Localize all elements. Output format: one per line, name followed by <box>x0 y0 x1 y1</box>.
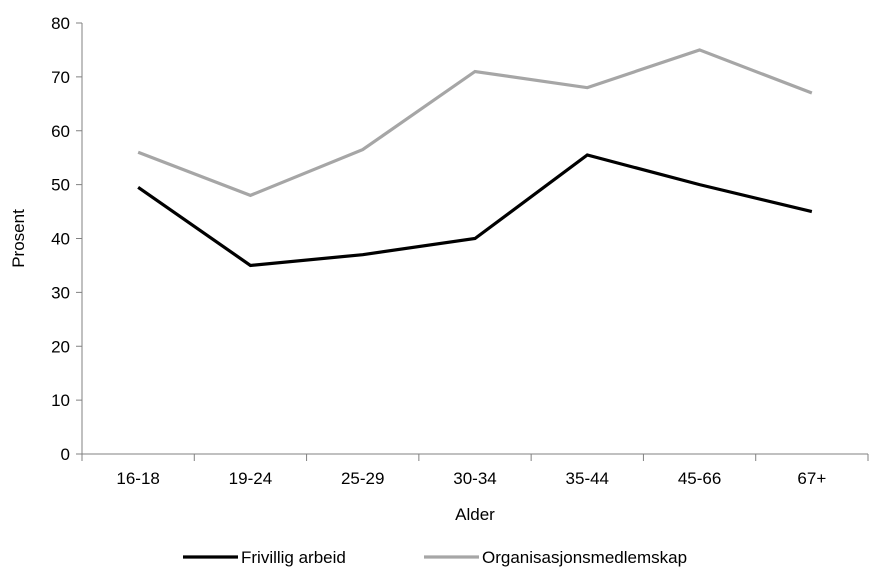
x-axis-label: Alder <box>455 505 495 524</box>
x-axis-ticks: 16-18 19-24 25-29 30-34 35-44 45-66 67+ <box>81 454 869 488</box>
series-layer <box>137 48 813 268</box>
x-tick-label: 45-66 <box>678 469 721 488</box>
x-tick-label: 16-18 <box>116 469 159 488</box>
series-line-organisasjonsmedlemskap <box>137 48 813 198</box>
y-tick-label: 10 <box>51 391 70 410</box>
y-tick-label: 0 <box>61 445 70 464</box>
y-tick-label: 60 <box>51 122 70 141</box>
y-tick-label: 30 <box>51 283 70 302</box>
y-axis-label: Prosent <box>9 209 28 268</box>
y-tick-label: 80 <box>51 14 70 33</box>
y-tick-label: 50 <box>51 176 70 195</box>
legend: Frivillig arbeid Organisasjonsmedlemskap <box>183 548 687 567</box>
series-line-frivillig-arbeid <box>137 153 813 268</box>
legend-label: Frivillig arbeid <box>241 548 346 567</box>
y-tick-label: 40 <box>51 230 70 249</box>
y-tick-label: 70 <box>51 68 70 87</box>
x-tick-label: 35-44 <box>566 469 609 488</box>
y-axis-ticks: 0 10 20 30 40 50 60 70 80 <box>51 14 82 464</box>
y-tick-label: 20 <box>51 337 70 356</box>
x-tick-label: 19-24 <box>229 469 272 488</box>
x-tick-label: 67+ <box>797 469 826 488</box>
legend-label: Organisasjonsmedlemskap <box>482 548 687 567</box>
axes: 0 10 20 30 40 50 60 70 80 16-18 19-24 25-29 30-34 35… <box>51 14 869 488</box>
x-tick-label: 30-34 <box>453 469 496 488</box>
x-tick-label: 25-29 <box>341 469 384 488</box>
